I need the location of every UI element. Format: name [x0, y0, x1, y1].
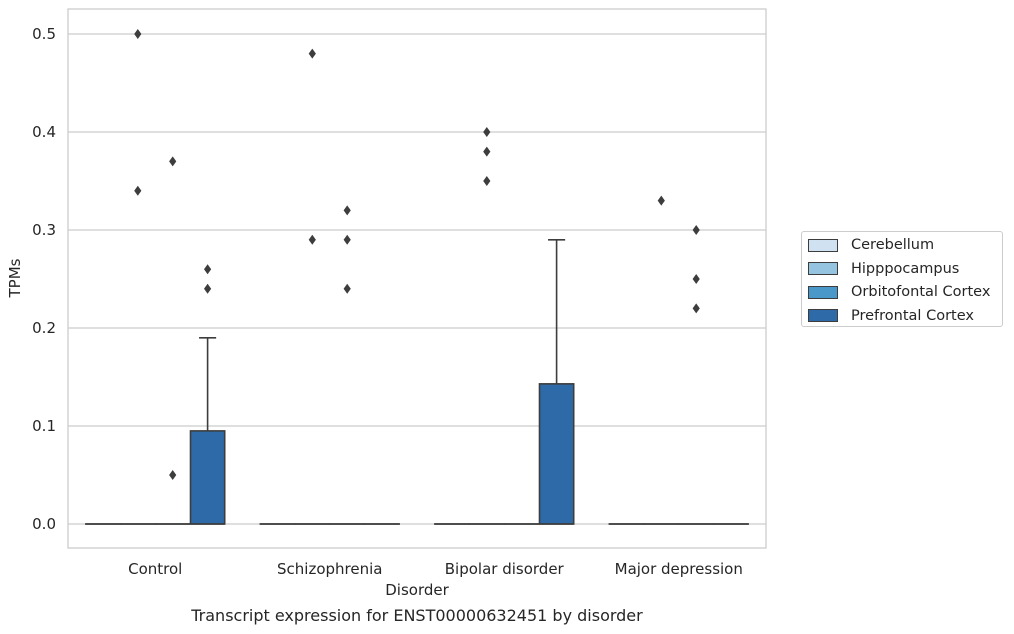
x-tick-label: Bipolar disorder	[445, 560, 565, 578]
legend-swatch	[808, 309, 838, 322]
outlier-point	[169, 470, 177, 480]
box	[538, 383, 575, 525]
y-tick-label: 0.1	[32, 417, 56, 435]
outlier-point	[343, 234, 351, 245]
outlier-point	[308, 234, 316, 245]
outlier-point	[483, 146, 491, 157]
y-gridlines	[68, 33, 766, 525]
legend-item: Hipppocampus	[808, 260, 959, 278]
y-tick-label: 0.0	[32, 515, 56, 533]
outlier-point	[692, 274, 700, 284]
legend-item: Orbitofontal Cortex	[808, 283, 990, 301]
legend-swatch	[808, 285, 838, 299]
box	[189, 430, 226, 525]
legend-label: Orbitofontal Cortex	[851, 284, 991, 300]
outlier-point	[692, 225, 700, 235]
legend: Cerebellum Hipppocampus Orbitofontal Corte…	[801, 231, 1003, 327]
outlier-point	[483, 176, 491, 186]
x-tick-label: Major depression	[615, 560, 743, 578]
legend-label: Hipppocampus	[851, 260, 960, 277]
legend-swatch	[808, 262, 838, 275]
y-tick-label: 0.5	[32, 25, 56, 43]
legend-label: Prefrontal Cortex	[851, 307, 974, 324]
legend-item: Prefrontal Cortex	[808, 307, 974, 325]
legend-label: Cerebellum	[851, 237, 935, 253]
x-axis-label: Disorder	[385, 581, 449, 599]
y-tick-labels: 0.0 0.1 0.2 0.3 0.4 0.5	[32, 25, 56, 533]
y-tick-label: 0.2	[32, 319, 56, 337]
plot-marks	[84, 29, 750, 525]
outlier-point	[692, 303, 700, 314]
x-tick-label: Schizophrenia	[277, 560, 382, 578]
outlier-point	[657, 195, 665, 206]
outlier-point	[204, 264, 212, 275]
y-tick-label: 0.4	[32, 123, 56, 141]
outlier-point	[308, 48, 316, 59]
outlier-point	[343, 283, 351, 294]
outlier-point	[134, 185, 142, 196]
x-tick-label: Control	[128, 560, 182, 578]
legend-swatch	[808, 238, 838, 252]
chart-caption: Transcript expression for ENST0000063245…	[191, 606, 643, 625]
outlier-point	[169, 156, 177, 167]
legend-item: Cerebellum	[808, 236, 934, 254]
y-tick-label: 0.3	[32, 221, 56, 239]
outlier-point	[134, 29, 142, 39]
outlier-point	[483, 127, 491, 137]
outlier-point	[204, 283, 212, 294]
x-tick-labels: Control Schizophrenia Bipolar disorder Majo…	[128, 560, 743, 578]
outlier-point	[343, 205, 351, 216]
y-axis-label: TPMs	[6, 258, 24, 298]
plot-frame	[67, 8, 767, 549]
